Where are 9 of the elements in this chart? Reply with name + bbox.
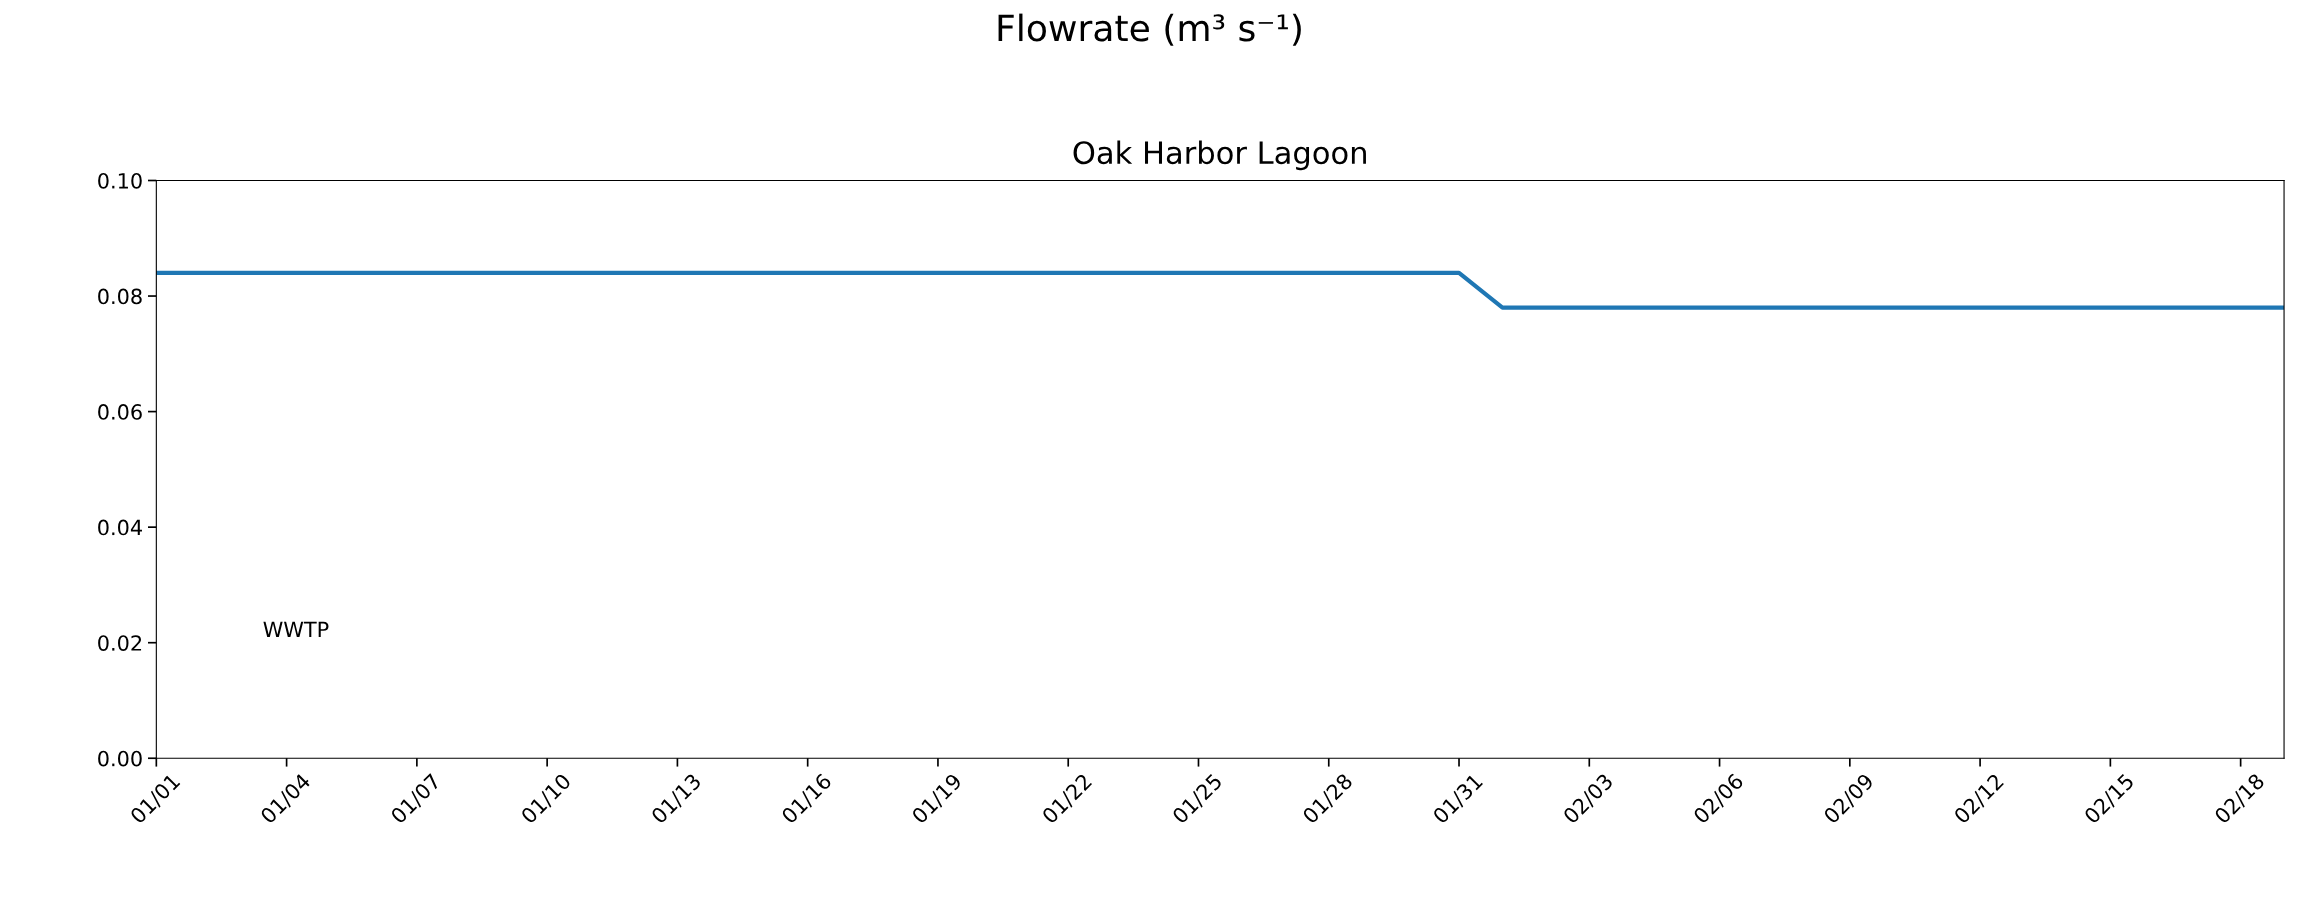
annotation: WWTP bbox=[263, 621, 329, 637]
chart-subtitle: Oak Harbor Lagoon bbox=[1073, 140, 1366, 171]
y-tick-label: 0.08 bbox=[98, 288, 142, 305]
y-tick-label: 0.00 bbox=[98, 750, 142, 767]
y-tick-label: 0.04 bbox=[98, 519, 142, 536]
chart-title: Flowrate (m³ s⁻¹) bbox=[998, 13, 1301, 46]
y-tick-label: 0.06 bbox=[98, 404, 142, 420]
y-tick-label: 0.02 bbox=[98, 635, 142, 651]
y-tick-label: 0.10 bbox=[98, 172, 142, 189]
